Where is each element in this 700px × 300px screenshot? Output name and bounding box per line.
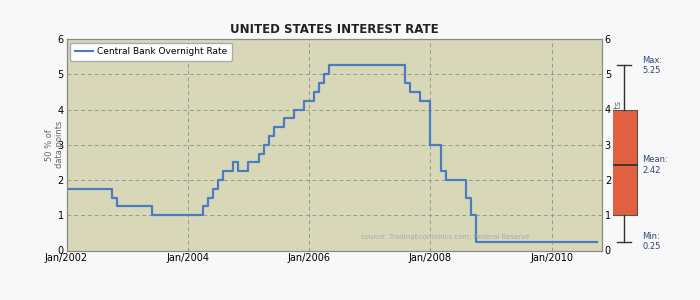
Bar [610, 110, 637, 215]
Title: UNITED STATES INTEREST RATE: UNITED STATES INTEREST RATE [230, 23, 439, 36]
Y-axis label: 50 % of
data points: 50 % of data points [45, 121, 64, 168]
Text: Min:
0.25: Min: 0.25 [642, 232, 661, 251]
Text: Mean:
2.42: Mean: 2.42 [642, 155, 668, 175]
Legend: Central Bank Overnight Rate: Central Bank Overnight Rate [70, 43, 232, 61]
Y-axis label: 100 % of data points: 100 % of data points [614, 101, 623, 188]
Text: Max:
5.25: Max: 5.25 [642, 56, 662, 75]
Text: source: TradingEconomics.com; Federal Reserve: source: TradingEconomics.com; Federal Re… [361, 234, 529, 240]
